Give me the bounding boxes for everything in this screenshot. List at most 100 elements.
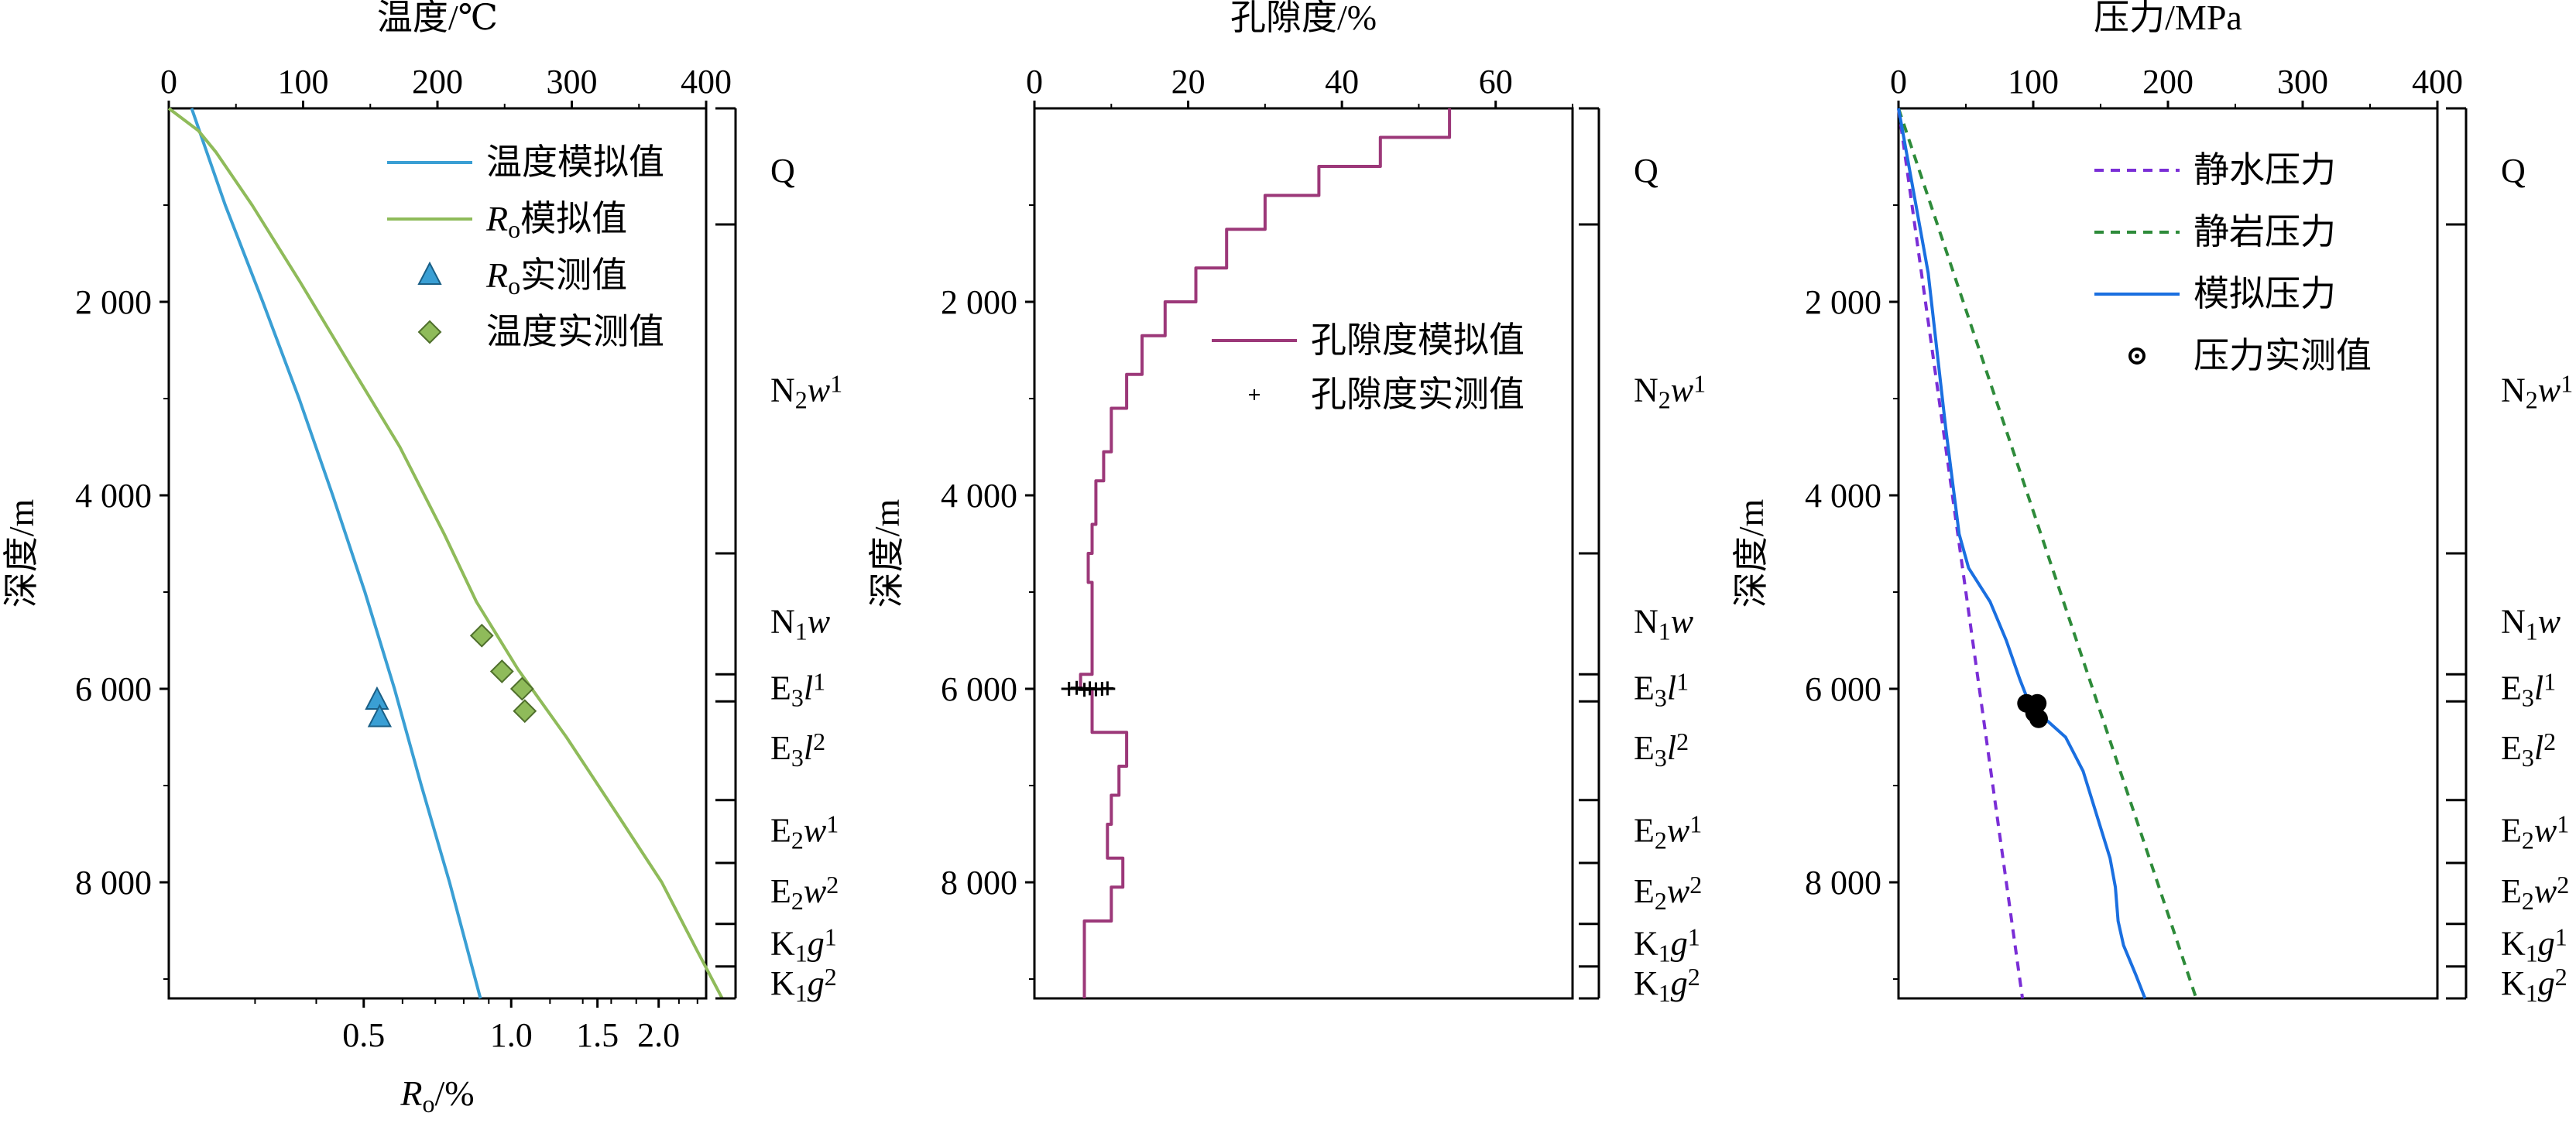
y-axis-tick-label: 8 000 — [1805, 864, 1881, 902]
legend-label: 压力实测值 — [2194, 336, 2372, 375]
legend-label: 温度实测值 — [486, 312, 664, 351]
data-point — [365, 686, 389, 710]
y-axis-tick-label: 2 000 — [75, 283, 152, 321]
strata-label: N1w — [1634, 602, 1694, 645]
y-axis-tick-label: 4 000 — [941, 477, 1017, 515]
data-point — [2029, 709, 2048, 728]
strata-label: N2w1 — [2501, 369, 2573, 413]
data-point — [1101, 681, 1114, 696]
top-axis-tick-label: 300 — [2277, 63, 2328, 101]
top-axis-tick-label: 300 — [547, 63, 598, 101]
strata-label: E2w1 — [1634, 810, 1702, 854]
strata-label: K1g1 — [770, 923, 837, 967]
data-point — [469, 623, 494, 648]
top-axis-tick-label: 100 — [2008, 63, 2059, 101]
strata-label: E3l1 — [2501, 667, 2556, 711]
legend-marker — [417, 320, 442, 344]
top-axis-tick-label: 200 — [412, 63, 463, 101]
top-axis-tick-label: 60 — [1479, 63, 1513, 101]
y-axis-tick-label: 8 000 — [941, 864, 1017, 902]
strata-label: E3l2 — [2501, 728, 2556, 772]
data-point — [509, 676, 534, 701]
top-axis-tick-label: 20 — [1171, 63, 1206, 101]
strata-label: E2w2 — [1634, 871, 1702, 915]
strata-label: N1w — [2501, 602, 2561, 645]
legend-label: 模拟压力 — [2194, 274, 2336, 313]
bottom-axis-tick-label: 0.5 — [342, 1016, 385, 1054]
panel-3: 0 100 200 300 400 压力/MPa 2 000 4 000 6 000 8 000 深… — [1731, 0, 2463, 1000]
strata-label: N2w1 — [1634, 369, 1706, 413]
legend-label: 静岩压力 — [2194, 212, 2336, 252]
legend-label: 孔隙度实测值 — [1311, 375, 1525, 414]
strata-label: Q — [1634, 152, 1658, 190]
legend-marker-dot — [2135, 354, 2139, 358]
legend-label: Ro实测值 — [485, 255, 627, 300]
top-axis-title: 孔隙度/% — [1230, 0, 1377, 37]
strata-label: E2w2 — [2501, 871, 2569, 915]
y-axis-tick-label: 6 000 — [1805, 670, 1881, 708]
panel-1: 0 100 200 300 400 温度/℃ 2 000 4 000 6 000 8 000 深度/… — [2, 0, 732, 1118]
legend-label: 温度模拟值 — [486, 142, 664, 182]
top-axis-title: 压力/MPa — [2094, 0, 2242, 37]
strata-label: E3l2 — [1634, 728, 1689, 772]
plot-frame — [1897, 107, 2439, 1000]
plot-frame — [1033, 107, 1574, 1000]
top-axis-tick-label: 400 — [2412, 63, 2463, 101]
y-axis-title: 深度/m — [1731, 499, 1771, 608]
bottom-axis-title: Ro/% — [400, 1073, 474, 1118]
bottom-axis-tick-label: 2.0 — [637, 1016, 680, 1054]
strata-label: Q — [770, 152, 795, 190]
y-axis-tick-label: 8 000 — [75, 864, 152, 902]
top-axis-title: 温度/℃ — [377, 0, 498, 37]
y-axis-tick-label: 2 000 — [1805, 283, 1881, 321]
top-axis-tick-label: 0 — [160, 63, 177, 101]
top-axis-tick-label: 40 — [1325, 63, 1359, 101]
data-point — [489, 659, 514, 683]
legend-label: 静水压力 — [2194, 150, 2336, 190]
plot-frame — [167, 107, 708, 1000]
bottom-axis-tick-label: 1.0 — [490, 1016, 533, 1054]
series-line-1 — [190, 108, 482, 999]
strata-label: N2w1 — [770, 369, 842, 413]
strata-label: E2w1 — [2501, 810, 2569, 854]
strata-label: K1g1 — [1634, 923, 1700, 967]
measured-points-2 — [469, 623, 537, 724]
top-axis-tick-label: 400 — [681, 63, 732, 101]
strata-label: N1w — [770, 602, 831, 645]
strata-label: K1g2 — [770, 963, 837, 1007]
strata-label: K1g2 — [1634, 963, 1700, 1007]
series-line-3 — [1897, 108, 2147, 999]
top-axis-tick-label: 0 — [1890, 63, 1907, 101]
strata-label: E2w2 — [770, 871, 839, 915]
measured-points-1 — [2017, 693, 2048, 728]
strata-label: K1g1 — [2501, 923, 2567, 967]
strata-label: E2w1 — [770, 810, 839, 854]
panel-2: 0 20 40 60 孔隙度/% 2 000 4 000 6 000 8 000 深度/m 孔隙度模… — [867, 0, 1574, 1000]
y-axis-tick-label: 4 000 — [1805, 477, 1881, 515]
data-point — [367, 704, 393, 728]
strata-label: E3l1 — [770, 667, 825, 711]
bottom-axis-tick-label: 1.5 — [576, 1016, 619, 1054]
top-axis-tick-label: 0 — [1026, 63, 1043, 101]
top-axis-tick-label: 200 — [2142, 63, 2194, 101]
y-axis-tick-label: 4 000 — [75, 477, 152, 515]
strata-label: Q — [2501, 152, 2526, 190]
series-line-1 — [1897, 108, 2025, 999]
y-axis-tick-label: 6 000 — [941, 670, 1017, 708]
series-line-2 — [167, 107, 724, 999]
strata-label: E3l2 — [770, 728, 825, 772]
strata-label: K1g2 — [2501, 963, 2567, 1007]
legend-label: Ro模拟值 — [485, 199, 627, 243]
measured-points-1 — [365, 686, 393, 728]
top-axis-tick-label: 100 — [278, 63, 329, 101]
series-line-2 — [1897, 108, 2198, 999]
measured-points-1 — [1061, 680, 1116, 697]
data-point — [513, 699, 537, 724]
